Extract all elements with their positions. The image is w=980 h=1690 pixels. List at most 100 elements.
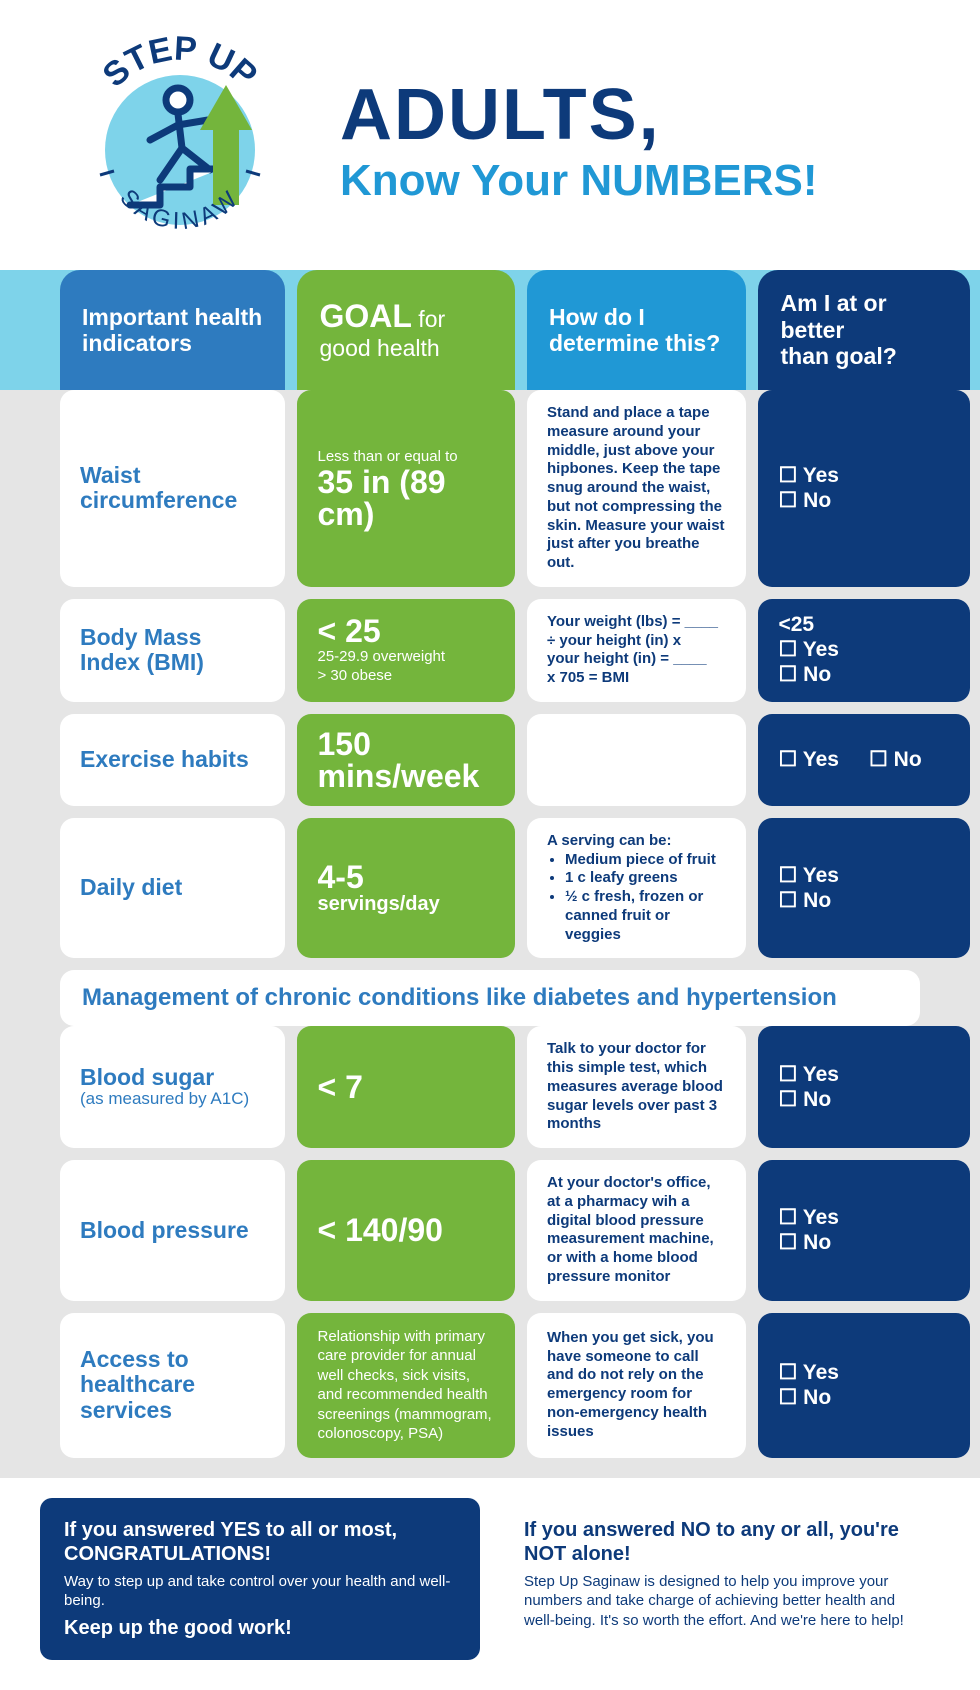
checkbox-no-bmi[interactable]: No [778,662,950,687]
title-main: ADULTS, [340,74,920,156]
how-exercise [527,714,747,806]
indicator-sub-bloodsugar: (as measured by A1C) [80,1090,265,1109]
column-headers: Important health indicators GOAL for goo… [0,270,980,390]
goal-big-waist: 35 in (89 cm) [317,466,495,530]
checkbox-no-access[interactable]: No [778,1385,950,1410]
how-text-bloodsugar: Talk to your doctor for this simple test… [547,1040,727,1134]
col1-line2: indicators [82,330,263,356]
indicator-waist: Waist circumference [60,390,285,587]
row-waist: Waist circumference Less than or equal to… [0,390,980,587]
checkbox-yes-bloodpressure[interactable]: Yes [778,1205,950,1230]
indicator-diet: Daily diet [60,818,285,959]
footer-yes-tag: Keep up the good work! [64,1617,456,1640]
indicator-main-diet: Daily diet [80,875,265,900]
col2-light: for [412,306,445,332]
indicator-main-bloodsugar: Blood sugar [80,1065,265,1090]
goal-block-access: Relationship with primary care provider … [317,1327,495,1444]
title-sub: Know Your NUMBERS! [340,156,920,206]
how-line-bmi-2: your height (in) = ____ [547,650,727,669]
footer-no-box: If you answered NO to any or all, you're… [500,1498,940,1660]
yn-diet: Yes No [758,818,970,959]
indicator-exercise: Exercise habits [60,714,285,806]
footer-yes-lead: If you answered YES to all or most, CONG… [64,1518,456,1566]
goal-bloodsugar: < 7 [297,1026,515,1148]
goal-access: Relationship with primary care provider … [297,1313,515,1458]
row-bmi: Body Mass Index (BMI) < 2525-29.9 overwei… [0,599,980,702]
row-diet: Daily diet4-5servings/dayA serving can b… [0,818,980,959]
how-text-access: When you get sick, you have someone to c… [547,1329,727,1442]
col1-line1: Important health [82,304,263,330]
checkbox-no-waist[interactable]: No [778,488,950,513]
checkbox-yes-diet[interactable]: Yes [778,863,950,888]
footer-yes-body: Way to step up and take control over you… [64,1572,456,1611]
goal-big-bloodsugar: < 7 [317,1071,495,1103]
checkbox-no-diet[interactable]: No [778,888,950,913]
col-header-how: How do I determine this? [527,270,747,390]
goal-mid-diet: servings/day [317,893,495,916]
yn-waist: Yes No [758,390,970,587]
row-bloodsugar: Blood sugar(as measured by A1C) < 7 Talk t… [0,1026,980,1148]
col-header-indicators: Important health indicators [60,270,285,390]
col2-line2: good health [319,335,493,361]
col4-line2: than goal? [780,343,948,369]
how-li-diet-0: Medium piece of fruit [565,851,727,870]
how-bloodsugar: Talk to your doctor for this simple test… [527,1026,747,1148]
col2-strong: GOAL [319,298,411,334]
goal-bloodpressure: < 140/90 [297,1160,515,1301]
how-text-waist: Stand and place a tape measure around yo… [547,404,727,573]
col3-line2: determine this? [549,330,725,356]
checkbox-no-exercise[interactable]: No [869,747,922,772]
checkbox-yes-bmi[interactable]: Yes [778,637,950,662]
how-waist: Stand and place a tape measure around yo… [527,390,747,587]
page-title: ADULTS, Know Your NUMBERS! [340,74,920,206]
how-lead-diet: A serving can be: [547,832,727,851]
page: STEP UP SAGINAW ADULTS, Know Your NUMBER… [0,0,980,1690]
how-li-diet-1: 1 c leafy greens [565,869,727,888]
rows-container: Waist circumference Less than or equal to… [0,390,980,1478]
col3-line1: How do I [549,304,725,330]
footer-no-lead: If you answered NO to any or all, you're… [524,1518,916,1566]
goal-bmi: < 2525-29.9 overweight> 30 obese [297,599,515,702]
indicator-main-waist: Waist circumference [80,463,265,514]
yn-bloodsugar: Yes No [758,1026,970,1148]
indicator-bloodpressure: Blood pressure [60,1160,285,1301]
goal-s2-bmi: > 30 obese [317,666,495,686]
footer-yes-box: If you answered YES to all or most, CONG… [40,1498,480,1660]
col-header-atgoal: Am I at or better than goal? [758,270,970,390]
how-li-diet-2: ½ c fresh, frozen or canned fruit or veg… [565,888,727,944]
col-header-goal: GOAL for good health [297,270,515,390]
yn-bloodpressure: Yes No [758,1160,970,1301]
goal-big-exercise: 150 mins/week [317,728,495,792]
how-diet: A serving can be:Medium piece of fruit1 … [527,818,747,959]
col4-line1: Am I at or better [780,290,948,343]
checkbox-no-bloodsugar[interactable]: No [778,1087,950,1112]
yn-bmi: <25 Yes No [758,599,970,702]
yn-extra-bmi: <25 [778,613,950,637]
indicator-main-bmi: Body Mass Index (BMI) [80,625,265,676]
indicator-bloodsugar: Blood sugar(as measured by A1C) [60,1026,285,1148]
how-access: When you get sick, you have someone to c… [527,1313,747,1458]
how-line-bmi-3: x 705 = BMI [547,669,727,688]
footer: If you answered YES to all or most, CONG… [0,1478,980,1690]
row-access: Access to healthcare services Relationshi… [0,1313,980,1458]
goal-diet: 4-5servings/day [297,818,515,959]
step-up-saginaw-logo: STEP UP SAGINAW [60,30,300,250]
indicator-main-access: Access to healthcare services [80,1347,265,1423]
goal-waist: Less than or equal to35 in (89 cm) [297,390,515,587]
checkbox-yes-access[interactable]: Yes [778,1360,950,1385]
checkbox-yes-exercise[interactable]: Yes [778,747,839,772]
indicator-main-bloodpressure: Blood pressure [80,1218,265,1243]
how-bmi: Your weight (lbs) = ____÷ your height (i… [527,599,747,702]
goal-s1-bmi: 25-29.9 overweight [317,647,495,667]
checkbox-no-bloodpressure[interactable]: No [778,1230,950,1255]
section-header-chronic: Management of chronic conditions like di… [60,970,920,1026]
checkbox-yes-bloodsugar[interactable]: Yes [778,1062,950,1087]
how-line-bmi-1: ÷ your height (in) x [547,632,727,651]
header: STEP UP SAGINAW ADULTS, Know Your NUMBER… [0,0,980,270]
indicator-main-exercise: Exercise habits [80,747,265,772]
goal-big-bmi: < 25 [317,615,495,647]
goal-big-bloodpressure: < 140/90 [317,1214,495,1246]
yn-access: Yes No [758,1313,970,1458]
checkbox-yes-waist[interactable]: Yes [778,463,950,488]
goal-exercise: 150 mins/week [297,714,515,806]
